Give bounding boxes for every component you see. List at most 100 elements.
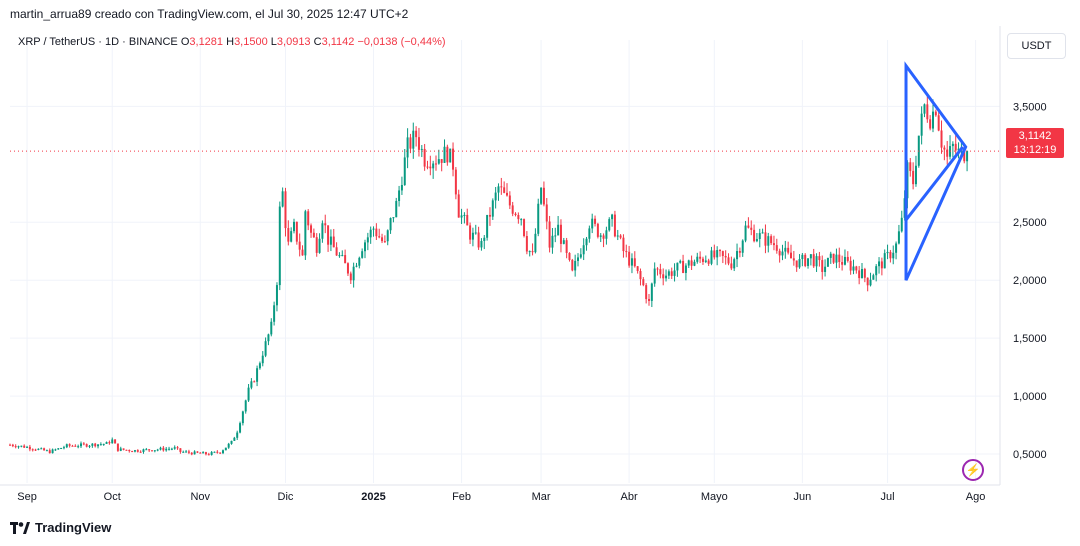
candle-body — [704, 260, 707, 262]
currency-button[interactable]: USDT — [1007, 33, 1066, 59]
candle-body — [131, 451, 134, 453]
last-price-tag: 3,1142 13:12:19 — [1006, 128, 1064, 158]
candle-body — [99, 444, 102, 446]
candle-body — [676, 262, 679, 271]
candle-body — [951, 143, 954, 147]
candle-body — [409, 137, 412, 149]
candle-body — [772, 243, 775, 246]
y-tick-label: 2,0000 — [1013, 275, 1047, 287]
candle-body — [182, 451, 185, 453]
close-label: C — [313, 36, 322, 48]
candle-body — [267, 334, 270, 342]
candle-body — [937, 115, 940, 131]
candle-body — [494, 192, 497, 201]
candle-body — [378, 236, 381, 238]
candle-body — [250, 381, 253, 388]
candle-body — [716, 250, 719, 258]
candle-body — [77, 446, 80, 448]
candle-body — [684, 265, 687, 273]
brand-name: TradingView — [35, 520, 112, 535]
candle-body — [699, 256, 702, 259]
x-tick-label: Sep — [17, 491, 37, 503]
candle-body — [477, 232, 480, 248]
candle-body — [298, 241, 301, 250]
candle-body — [151, 450, 153, 452]
candle-body — [491, 200, 494, 217]
candle-body — [863, 268, 866, 278]
candle-body — [145, 449, 148, 451]
candle-body — [821, 260, 824, 272]
candle-body — [37, 448, 40, 450]
candle-body — [9, 444, 11, 446]
candle-body — [579, 254, 582, 258]
candle-body — [111, 439, 114, 444]
candle-body — [670, 271, 673, 276]
candle-body — [389, 218, 392, 231]
candle-body — [352, 266, 355, 281]
candle-body — [244, 400, 247, 412]
y-tick-label: 2,5000 — [1013, 217, 1047, 229]
candle-body — [761, 232, 764, 234]
candle-body — [364, 242, 366, 252]
symbol-legend: XRP / TetherUS · 1D · BINANCE O3,1281 H3… — [18, 36, 446, 48]
candle-body — [648, 299, 650, 301]
candle-body — [517, 215, 520, 220]
candle-body — [841, 262, 844, 265]
open-value: 3,1281 — [189, 36, 224, 48]
candle-body — [20, 445, 23, 447]
candle-body — [17, 446, 20, 448]
candle-body — [909, 162, 912, 171]
candle-body — [125, 449, 128, 451]
candle-body — [247, 387, 250, 401]
candle-body — [514, 213, 517, 216]
candle-body — [187, 451, 190, 453]
candle-body — [849, 260, 852, 271]
candle-body — [605, 230, 608, 239]
candle-body — [415, 130, 418, 138]
flash-icon[interactable]: ⚡ — [962, 459, 984, 481]
candle-body — [920, 113, 923, 136]
candle-body — [412, 130, 415, 149]
candle-body — [173, 447, 176, 449]
candle-body — [344, 255, 347, 264]
candle-body — [275, 285, 278, 306]
candle-body — [701, 258, 704, 262]
candle-body — [869, 279, 872, 286]
candle-body — [312, 232, 315, 238]
candle-body — [523, 219, 526, 237]
candle-body — [253, 381, 256, 383]
tradingview-logo-icon — [10, 521, 30, 534]
candle-body — [596, 223, 599, 237]
candle-body — [60, 448, 63, 450]
candle-body — [449, 148, 452, 163]
candle-body — [696, 256, 699, 262]
candle-body — [540, 187, 543, 204]
candle-body — [690, 260, 693, 266]
candle-body — [264, 341, 267, 356]
candle-body — [588, 228, 591, 239]
candle-body — [403, 157, 406, 185]
candle-body — [256, 368, 259, 382]
candle-body — [966, 151, 969, 162]
candle-body — [582, 245, 585, 255]
x-tick-label: Feb — [452, 491, 471, 503]
candle-body — [435, 163, 437, 165]
candle-body — [14, 446, 17, 448]
candle-body — [628, 251, 631, 266]
candle-body — [463, 214, 466, 216]
candle-body — [946, 149, 949, 157]
candle-body — [196, 451, 199, 453]
candle-body — [551, 235, 554, 248]
candle-body — [659, 269, 662, 275]
candle-body — [838, 254, 841, 263]
price-chart[interactable]: 0,5000 1,0000 1,5000 2,0000 2,5000 3,5000 Sep… — [0, 26, 1080, 516]
tradingview-brand[interactable]: TradingView — [10, 520, 111, 535]
candle-body — [270, 321, 273, 335]
candle-body — [420, 148, 423, 150]
candle-body — [318, 238, 321, 253]
candle-body — [338, 255, 341, 257]
candle-body — [645, 285, 648, 300]
candle-body — [792, 258, 795, 261]
candle-body — [895, 243, 898, 253]
candle-body — [545, 204, 548, 222]
